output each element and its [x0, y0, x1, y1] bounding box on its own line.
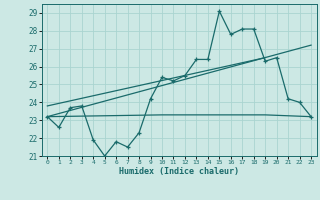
X-axis label: Humidex (Indice chaleur): Humidex (Indice chaleur) — [119, 167, 239, 176]
